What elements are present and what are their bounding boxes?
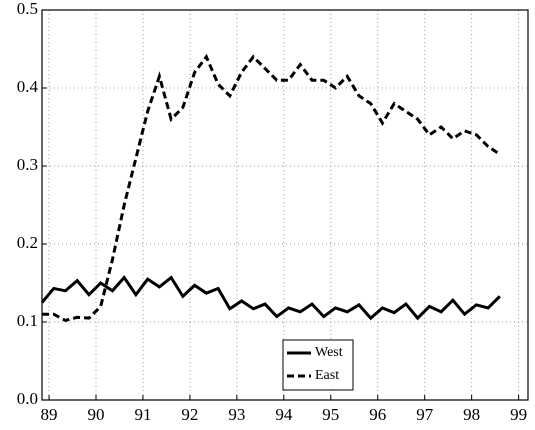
- y-tick-label: 0.2: [17, 233, 38, 252]
- line-series: [42, 53, 501, 323]
- x-tick-label: 92: [181, 405, 198, 424]
- legend-label: West: [315, 345, 343, 360]
- x-tick-label: 89: [41, 405, 58, 424]
- x-tick-label: 97: [416, 405, 434, 424]
- y-tick-label: 0.4: [17, 77, 39, 96]
- plot-frame: [41, 9, 529, 401]
- x-tick-label: 96: [369, 405, 386, 424]
- x-tick-label: 95: [322, 405, 339, 424]
- x-tick-label: 94: [275, 405, 293, 424]
- x-tick-label: 98: [463, 405, 480, 424]
- y-tick-label: 0.1: [17, 311, 38, 330]
- x-tick-label: 90: [88, 405, 105, 424]
- y-tick-label: 0.3: [17, 155, 38, 174]
- x-tick-label: 93: [228, 405, 245, 424]
- legend-label: East: [315, 368, 339, 383]
- legend-box: [282, 339, 354, 391]
- line-series: [40, 275, 501, 321]
- y-tick-label: 0.0: [17, 389, 38, 408]
- y-tick-label: 0.5: [17, 0, 38, 18]
- x-tick-label: 99: [510, 405, 527, 424]
- x-tick-label: 91: [134, 405, 151, 424]
